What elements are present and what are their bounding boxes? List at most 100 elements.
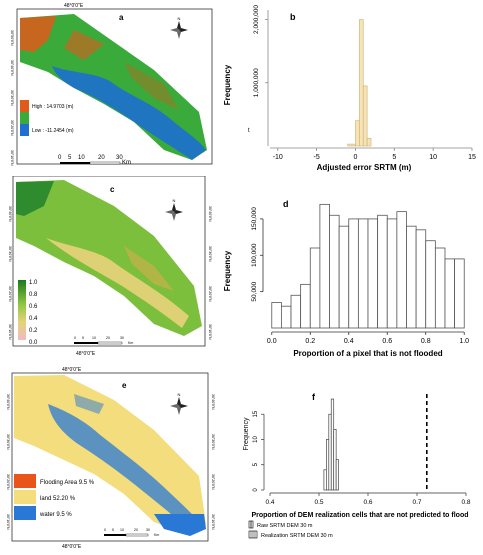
chart-d-bar	[319, 203, 330, 329]
map-c-right-coords: 30°40'0"N 30°30'0"N 30°20'0"N 30°10'0"N	[208, 206, 212, 340]
chart-b-bar	[362, 85, 368, 147]
chart-d-bar	[329, 214, 340, 329]
scale-c-5: 5	[82, 336, 84, 340]
map-e-svg: 48°0'0"E e 30°40'0"N 30°30'0"N 30°20'0"N…	[6, 367, 215, 550]
scale-a-30: 30	[116, 155, 123, 161]
legend-land-label: land 52.20 %	[40, 496, 76, 502]
compass-rose-icon-c: N	[165, 198, 183, 221]
legend-mid-swatch	[20, 112, 29, 124]
chart-f-xlabel: Proportion of DEM realization cells that…	[251, 512, 468, 519]
chart-f-bar	[335, 459, 339, 491]
chart-d-bar	[406, 225, 417, 329]
chart-d-bar	[338, 225, 350, 329]
chart-f-bar	[330, 398, 335, 491]
map-e-water-zone-2	[154, 514, 206, 536]
chart-d-y-tick-label: 100,000	[251, 243, 258, 267]
scale-c-0: 0	[74, 336, 76, 340]
legend-raw-label: Raw SRTM DEM 30 m	[257, 523, 313, 529]
chart-d-x-tick-label: 0.0	[267, 338, 277, 345]
chart-d-bar	[396, 211, 407, 329]
chart-b-y-tick-label: 1,000,000	[253, 68, 260, 97]
chart-f-legend: Raw SRTM DEM 30 m Realization SRTM DEM 3…	[248, 520, 333, 539]
chart-d-bar	[377, 214, 388, 329]
map-a-high-zone-3	[124, 62, 179, 110]
compass-rose-icon: N	[170, 16, 188, 39]
chart-d-bar	[348, 218, 359, 329]
cbar-0-4: 0.4	[29, 316, 38, 322]
chart-b-ylabel: Frequency	[223, 64, 232, 105]
chart-b-letter: b	[290, 12, 296, 22]
legend-low-swatch	[20, 124, 29, 136]
chart-b-svg: b -10 -5 0 5 10 15 1,000,000 2,000,000 Frequenc…	[223, 5, 476, 172]
scale-a-20: 20	[98, 155, 105, 161]
map-e-lcoord-4: 30°10'0"N	[6, 514, 10, 530]
chart-f-axes: 0.4 0.5 0.6 0.7 0.8 0 5 10 15	[253, 410, 471, 506]
map-c-left-coords: 30°40'0"N 30°30'0"N 30°20'0"N 30°10'0"N	[8, 206, 12, 340]
chart-panel-b: b -10 -5 0 5 10 15 1,000,000 2,000,000 Frequenc…	[222, 0, 480, 176]
chart-d-bar	[415, 229, 427, 329]
map-c-colorbar-ticks: 1.0 0.8 0.6 0.4 0.2 0.0	[29, 280, 38, 346]
chart-f-svg: f 0.4 0.5 0.6 0.7 0.8 0 5 10 15 Frequency Propor…	[243, 392, 471, 539]
chart-d-bar	[454, 258, 465, 329]
chart-b-y-tick-label: 2,000,000	[253, 5, 260, 34]
map-a-coord-3: 30°30'0"N	[10, 90, 14, 106]
map-e-bottom-coord: 48°0'0"E	[62, 544, 82, 550]
chart-d-bar	[300, 283, 311, 329]
scale-c-unit: Km	[128, 341, 133, 345]
north-label-e: N	[178, 392, 181, 397]
map-a-coord-4: 30°20'0"N	[10, 120, 14, 136]
chart-d-x-tick-label: 0.2	[305, 338, 315, 345]
chart-d-x-tick-label: 0.8	[421, 338, 431, 345]
scale-e-5: 5	[112, 528, 114, 532]
chart-b-x-tick-label: 5	[392, 154, 396, 161]
map-c-mid-zone	[124, 246, 174, 291]
map-c-rcoord-3: 30°20'0"N	[208, 286, 212, 302]
chart-b-xlabel: Adjusted error SRTM (m)	[317, 163, 412, 172]
scale-c-10: 10	[92, 336, 96, 340]
map-c-bottom-coord: 48°0'0"E	[76, 351, 96, 357]
chart-f-bars	[323, 394, 428, 491]
chart-d-bar	[444, 258, 456, 329]
map-e-rcoord-1: 30°40'0"N	[211, 394, 215, 410]
north-label: N	[178, 16, 181, 21]
chart-panel-d: d 0.0 0.2 0.4 0.6 0.8 1.0 50,000 100,000 150,000…	[222, 196, 480, 362]
legend-high-swatch	[20, 100, 29, 112]
map-c-rcoord-2: 30°30'0"N	[208, 246, 212, 262]
cbar-0-0: 0.0	[29, 340, 38, 346]
chart-f-x-tick-label: 0.5	[314, 499, 323, 506]
chart-b-bar	[355, 120, 360, 147]
scale-e-20: 20	[134, 528, 138, 532]
cbar-0-2: 0.2	[29, 328, 38, 334]
map-a-letter: a	[119, 13, 124, 22]
chart-b-bar	[366, 138, 372, 147]
chart-b-bar	[359, 19, 364, 147]
compass-rose-icon-e: N	[170, 392, 188, 415]
legend-water-label: water 9.5 %	[39, 512, 72, 518]
chart-d-bar	[357, 218, 369, 329]
map-c-rcoord-1: 30°40'0"N	[208, 206, 212, 222]
map-e-lcoord-2: 30°30'0"N	[6, 434, 10, 450]
map-a-left-coords: 30°50'0"N 30°40'0"N 30°30'0"N 30°20'0"N …	[10, 30, 14, 166]
chart-d-y-tick-label: 50,000	[251, 281, 258, 301]
chart-d-x-tick-label: 1.0	[459, 338, 469, 345]
map-c-lcoord-3: 30°20'0"N	[8, 286, 12, 302]
chart-f-x-tick-label: 0.6	[363, 499, 372, 506]
map-c-lcoord-1: 30°40'0"N	[8, 206, 12, 222]
chart-d-axes: 0.0 0.2 0.4 0.6 0.8 1.0 50,000 100,000 150,000	[251, 207, 469, 345]
chart-f-y-tick-label: 10	[253, 435, 259, 442]
map-c-rcoord-4: 30°10'0"N	[208, 324, 212, 340]
map-panel-c: c 30°40'0"N 30°30'0"N 30°20'0"N 30°10'0"…	[4, 175, 216, 358]
map-e-right-coords: 30°40'0"N 30°30'0"N 30°20'0"N 30°10'0"N	[211, 394, 215, 530]
legend-water-swatch	[14, 506, 36, 520]
map-a-low-zone	[52, 66, 206, 160]
chart-d-bars	[271, 203, 465, 329]
chart-b-bar	[347, 143, 356, 147]
map-panel-a: 48°0'0"E a 30°50'0"N 30°40'0"N 30°30'0"N…	[4, 0, 216, 172]
chart-f-bar	[323, 469, 327, 491]
chart-b-x-tick-label: -10	[273, 154, 283, 161]
chart-d-ylabel: Frequency	[223, 250, 232, 291]
map-c-scale-bar: 0 5 10 20 30 Km	[74, 336, 133, 345]
scale-e-unit: Km	[154, 533, 159, 537]
chart-b-x-tick-label: 10	[429, 154, 437, 161]
map-e-scale-bar: 0 5 10 20 30 Km	[104, 528, 159, 537]
